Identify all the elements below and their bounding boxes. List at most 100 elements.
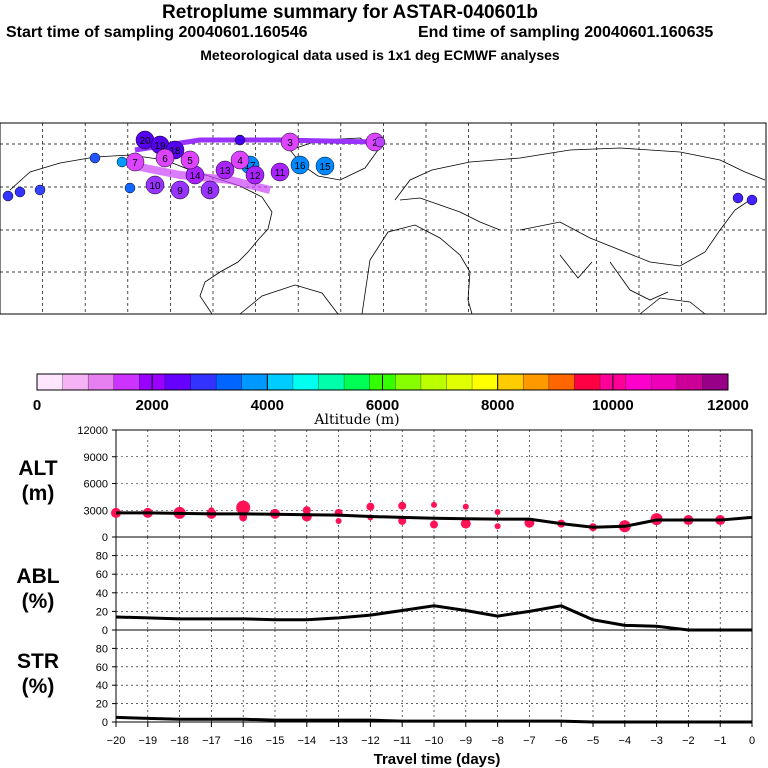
southeast-asia-coast [609, 261, 669, 301]
colorbar-tick-label: 12000 [707, 397, 749, 414]
colorbar-tick-label: 6000 [366, 397, 399, 414]
colorbar-tick-label: 8000 [481, 397, 514, 414]
altitude-point [236, 500, 251, 515]
colorbar-swatch [318, 374, 345, 390]
x-tick-label: −10 [425, 735, 444, 747]
panel-label: STR [17, 650, 59, 673]
plume-dot [215, 160, 235, 180]
altitude-point [208, 507, 215, 514]
plume-dot [230, 150, 250, 170]
y-tick-label: 0 [102, 532, 108, 544]
y-tick-label: 40 [96, 680, 108, 692]
x-tick-label: −16 [234, 735, 253, 747]
y-tick-label: 60 [96, 569, 108, 581]
africa-coast [361, 224, 473, 315]
plume-dot [200, 180, 220, 200]
europe-coast [399, 197, 501, 231]
met-data-note: Meteorological data used is 1x1 deg ECMW… [200, 47, 560, 63]
plume-day-label: 14 [189, 171, 201, 182]
colorbar-swatch [702, 374, 729, 390]
colorbar-swatch [625, 374, 652, 390]
colorbar-swatch [216, 374, 243, 390]
plume-dot [170, 180, 190, 200]
x-tick-label: 0 [749, 735, 755, 747]
plume-dot [374, 136, 386, 148]
plume-day-label: 13 [219, 166, 231, 177]
colorbar-swatch [241, 374, 268, 390]
colorbar-swatch [395, 374, 422, 390]
india-coast [559, 254, 593, 279]
colorbar-label: Altitude (m) [313, 412, 399, 428]
colorbar-swatch [164, 374, 192, 390]
south-america-coast [239, 284, 339, 315]
asia-coast [519, 199, 751, 267]
plume-dot [180, 150, 200, 170]
plume-day-label: 3 [287, 138, 293, 149]
x-axis-label: Travel time (days) [374, 751, 501, 768]
y-tick-label: 20 [96, 606, 108, 618]
colorbar-tick-label: 2000 [135, 397, 168, 414]
panel-unit: (%) [22, 590, 55, 613]
plume-day-label: 4 [237, 156, 243, 167]
panel-str: 80 60 40 20 0 STR(%) [17, 629, 753, 729]
panel-unit: (m) [22, 482, 55, 505]
panel-unit: (%) [22, 675, 55, 698]
panel-label: ALT [18, 457, 57, 480]
altitude-point [398, 501, 407, 510]
x-tick-label: −19 [138, 735, 157, 747]
x-tick-label: −11 [393, 735, 411, 747]
plume-day-label: 10 [149, 181, 161, 192]
y-tick-label: 12000 [77, 425, 108, 437]
series-line [115, 604, 752, 632]
colorbar-swatch [344, 374, 371, 390]
plume-dot [145, 175, 165, 195]
time-series-panels: 120009000600030000ALT(m)806040200ABL(%)8… [16, 425, 755, 747]
retroplume-tracks: 201918171615141312111098765432 [2, 130, 758, 206]
panel-alt: 12000 9000 6000 3000 0 ALT(m) [18, 425, 753, 544]
colorbar-swatch [651, 374, 678, 390]
plume-day-label: 20 [139, 136, 151, 147]
plume-day-label: 6 [162, 154, 168, 165]
world-map: 201918171615141312111098765432 [0, 122, 767, 315]
x-tick-label: −2 [682, 735, 695, 747]
plume-day-label: 18 [169, 146, 181, 157]
colorbar-swatch [574, 374, 601, 390]
x-tick-label: −1 [714, 735, 727, 747]
chart-title: Retroplume summary for ASTAR-040601b [162, 2, 538, 23]
altitude-point [430, 520, 438, 529]
colorbar-swatch [420, 374, 447, 390]
plume-dot [245, 165, 265, 185]
plume-dot [89, 152, 101, 164]
altitude-point [398, 516, 407, 525]
x-tick-label: −9 [460, 735, 473, 747]
plume-dot [124, 182, 136, 194]
plume-dot [315, 156, 335, 176]
colorbar-tick-label: 4000 [251, 397, 284, 414]
start-time: Start time of sampling 20040601.160546 [6, 24, 308, 41]
altitude-point [494, 509, 501, 516]
altitude-point [462, 503, 469, 510]
australia-coast [639, 297, 706, 315]
x-tick-label: −15 [266, 735, 285, 747]
plume-dot [280, 132, 300, 152]
plume-dot [290, 155, 310, 175]
colorbar-swatch [62, 374, 89, 390]
y-tick-label: 0 [102, 625, 108, 637]
colorbar-swatch [548, 374, 575, 390]
colorbar-swatch [190, 374, 217, 390]
plume-track-line [129, 161, 271, 194]
plume-day-label: 17 [244, 161, 256, 172]
plume-day-label: 8 [207, 186, 213, 197]
altitude-colorbar: 0 2000 4000 6000 8000 10000 12000 [33, 373, 749, 414]
y-tick-label: 20 [96, 699, 108, 711]
x-tick-label: −18 [170, 735, 189, 747]
eurasia-coast [394, 147, 766, 201]
plume-dot [732, 192, 744, 204]
colorbar-swatch [88, 374, 115, 390]
x-tick-label: −17 [202, 735, 221, 747]
map-frame [0, 122, 767, 315]
plume-dot [234, 134, 246, 146]
colorbar-swatch [676, 374, 703, 390]
x-tick-label: −12 [361, 735, 380, 747]
